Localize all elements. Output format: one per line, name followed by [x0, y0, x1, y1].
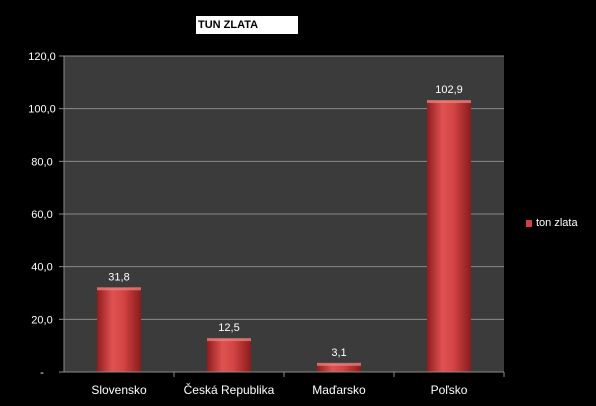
legend-swatch	[526, 219, 532, 227]
chart-title: TUN ZLATA	[196, 16, 298, 34]
y-tick-label: 60,0	[31, 209, 52, 221]
labels: - 20,0 40,0 60,0 80,0 100,0 120,0 31,8 Slovensko…	[28, 51, 468, 397]
data-label: 12,5	[218, 322, 239, 334]
data-label: 3,1	[331, 347, 346, 359]
y-tick-label: -	[40, 367, 44, 379]
bar-top-highlight	[317, 362, 361, 366]
x-tick-label: Česká Republika	[184, 382, 275, 397]
data-label: 102,9	[435, 84, 463, 96]
axes	[59, 55, 505, 377]
bar-top-highlight	[97, 287, 141, 291]
legend: ton zlata	[526, 217, 578, 229]
y-tick-label: 20,0	[31, 314, 52, 326]
bars	[97, 100, 471, 372]
bar-top-highlight	[427, 100, 471, 104]
data-label: 31,8	[108, 271, 129, 283]
y-tick-label: 120,0	[28, 51, 56, 63]
x-tick-label: Slovensko	[91, 383, 147, 397]
bar	[427, 101, 471, 372]
x-tick-label: Maďarsko	[312, 383, 366, 397]
bar-top-highlight	[207, 338, 251, 342]
legend-label: ton zlata	[536, 217, 578, 229]
x-tick-label: Poľsko	[431, 383, 468, 397]
bar	[207, 339, 251, 372]
bar	[97, 288, 141, 372]
y-tick-label: 80,0	[31, 156, 52, 168]
y-tick-label: 40,0	[31, 262, 52, 274]
bar	[317, 363, 361, 372]
y-tick-label: 100,0	[28, 104, 56, 116]
